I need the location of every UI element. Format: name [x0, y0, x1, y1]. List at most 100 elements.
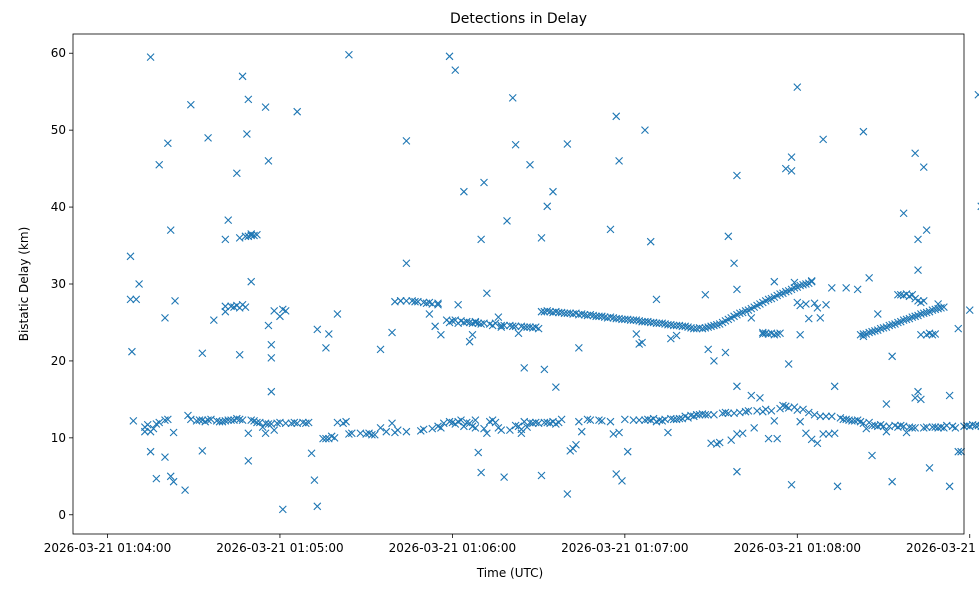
data-point	[816, 412, 825, 421]
data-point	[793, 83, 802, 91]
data-point	[301, 419, 310, 428]
data-point	[724, 232, 733, 241]
data-point	[919, 297, 928, 305]
data-point	[347, 429, 356, 438]
data-point	[574, 343, 583, 352]
data-point	[600, 313, 609, 321]
data-point	[474, 448, 483, 457]
y-tick-label: 20	[51, 354, 66, 368]
y-tick-label: 10	[51, 431, 66, 445]
data-point	[911, 312, 920, 321]
data-point	[888, 320, 897, 329]
data-point	[583, 311, 592, 320]
data-point	[224, 416, 233, 425]
data-point	[454, 300, 463, 309]
data-point	[287, 419, 296, 428]
data-point	[307, 449, 316, 458]
data-point	[281, 307, 290, 315]
data-point	[261, 429, 270, 438]
data-point	[181, 486, 189, 495]
data-point	[511, 421, 520, 430]
data-point	[419, 298, 428, 307]
data-point	[566, 309, 575, 318]
data-point	[908, 290, 917, 299]
data-point	[402, 137, 411, 145]
data-point	[638, 338, 646, 347]
data-point	[799, 280, 807, 289]
data-point	[155, 160, 164, 169]
data-point	[465, 337, 474, 346]
data-point	[342, 417, 350, 426]
data-point	[758, 328, 767, 337]
data-point	[166, 226, 175, 235]
data-point	[695, 410, 704, 419]
data-point	[879, 323, 888, 332]
data-point	[534, 324, 543, 333]
data-point	[232, 169, 241, 178]
data-point	[169, 477, 178, 486]
data-point	[494, 313, 503, 321]
data-point	[865, 273, 874, 282]
data-point	[704, 345, 713, 354]
data-point	[710, 410, 718, 419]
data-point	[149, 424, 158, 433]
data-point	[747, 313, 756, 322]
data-point	[615, 428, 623, 437]
data-point	[163, 415, 172, 424]
data-point	[376, 423, 385, 432]
data-point	[186, 415, 195, 424]
data-point	[388, 419, 396, 428]
data-point	[833, 482, 842, 491]
data-point	[186, 100, 195, 109]
data-point	[253, 418, 261, 427]
data-point	[827, 412, 836, 421]
data-point	[695, 323, 704, 332]
data-point	[128, 347, 136, 356]
data-point	[597, 312, 606, 321]
data-point	[531, 418, 540, 427]
data-point	[563, 140, 572, 148]
data-point	[911, 149, 920, 158]
data-point	[419, 425, 428, 434]
data-point	[126, 252, 135, 261]
data-point	[750, 423, 759, 432]
data-point	[652, 319, 661, 328]
data-point	[468, 330, 477, 339]
data-point	[520, 323, 529, 331]
data-point	[632, 330, 641, 338]
data-point	[701, 290, 710, 299]
data-point	[491, 319, 500, 328]
data-point	[526, 160, 534, 169]
data-point	[526, 418, 534, 427]
data-point	[787, 167, 796, 175]
data-point	[574, 417, 583, 426]
chart-title: Detections in Delay	[450, 11, 587, 27]
data-point	[540, 365, 549, 374]
data-point	[411, 297, 419, 306]
data-point	[641, 126, 649, 135]
data-point	[770, 277, 779, 286]
y-tick-label: 30	[51, 277, 66, 291]
data-point	[859, 330, 868, 338]
data-point	[965, 306, 974, 315]
data-point	[813, 439, 822, 448]
data-point	[787, 153, 796, 161]
x-tick-label: 2026-03-21 01:08:00	[734, 541, 861, 555]
y-axis: 0 10 20 30 40 50 60	[51, 46, 73, 522]
data-point	[776, 329, 784, 338]
data-point	[609, 430, 618, 438]
data-point	[684, 323, 692, 331]
y-axis-label: Bistatic Delay (km)	[17, 227, 31, 342]
data-point	[652, 295, 661, 304]
data-point	[313, 325, 322, 334]
data-point	[322, 434, 330, 443]
data-point	[919, 309, 928, 318]
data-point	[304, 418, 313, 427]
data-point	[258, 423, 267, 431]
data-point	[528, 419, 537, 428]
data-point	[503, 217, 511, 225]
data-point	[733, 171, 741, 180]
data-point	[773, 434, 782, 443]
data-point	[511, 322, 520, 331]
data-point	[244, 95, 253, 104]
